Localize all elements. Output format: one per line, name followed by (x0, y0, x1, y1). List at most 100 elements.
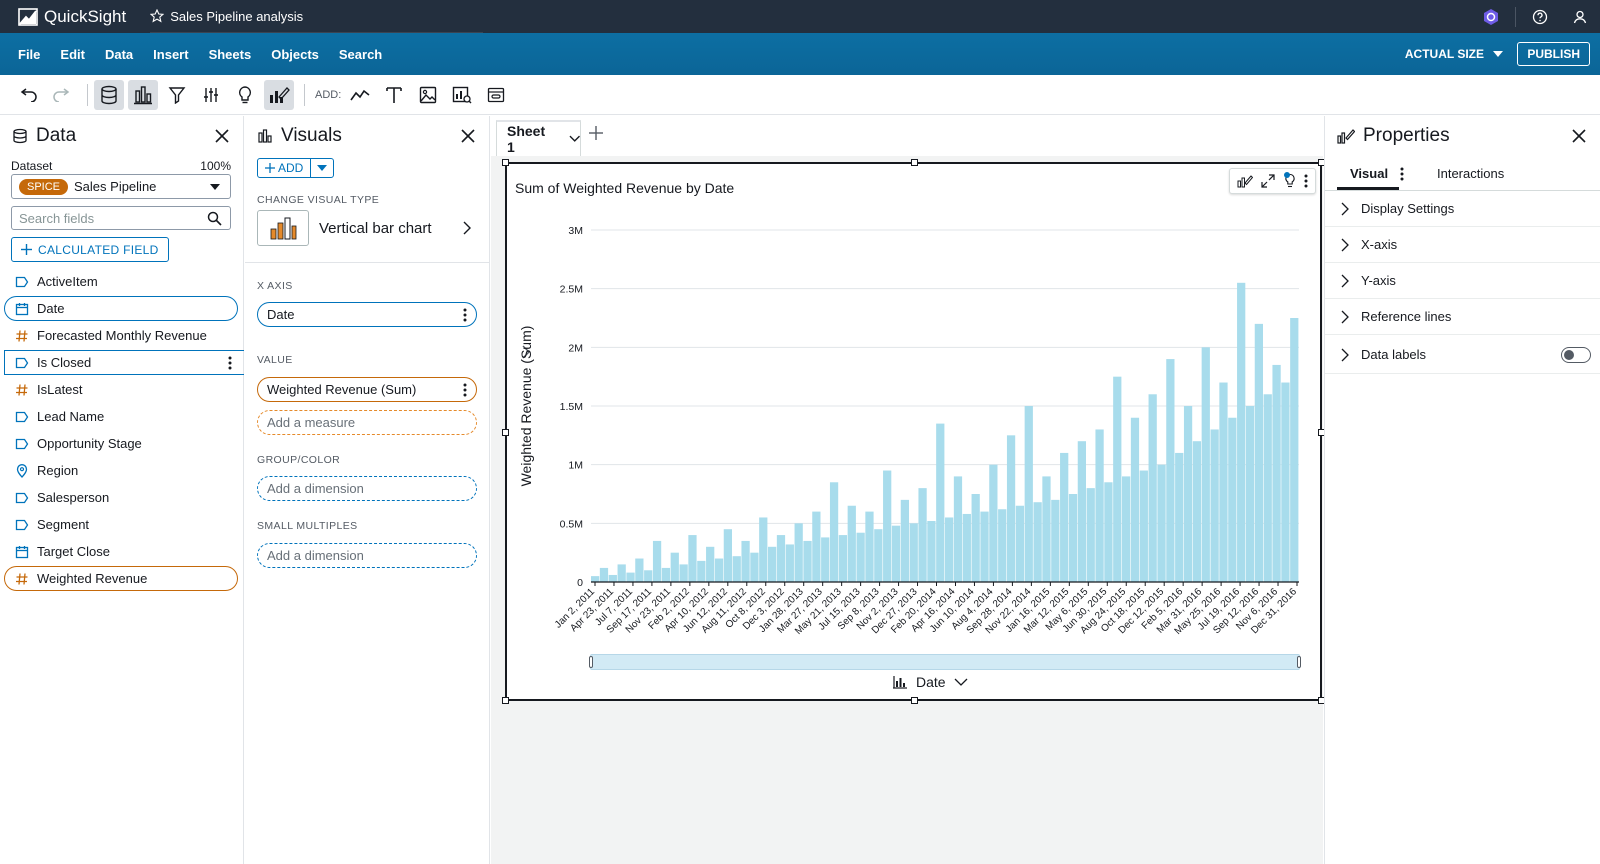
menu-edit[interactable]: Edit (60, 46, 85, 62)
calculated-field-button[interactable]: CALCULATED FIELD (11, 237, 169, 262)
x-axis-field-dropdown[interactable]: Date (892, 674, 968, 690)
resize-handle[interactable] (502, 697, 509, 704)
format-visual-button[interactable] (264, 79, 294, 110)
add-visual-button[interactable] (345, 80, 375, 110)
analysis-title[interactable]: Sales Pipeline analysis (150, 0, 484, 33)
visuals-pane-button[interactable] (128, 79, 158, 110)
bar (891, 525, 901, 582)
filter-button[interactable] (162, 80, 192, 110)
group-color-well[interactable]: Add a dimension (257, 476, 477, 501)
image-icon (420, 86, 437, 103)
q-assistant-icon[interactable] (1471, 0, 1511, 33)
field-islatest[interactable]: IsLatest (4, 377, 238, 402)
section-y-axis[interactable]: Y-axis (1325, 263, 1600, 299)
data-pane-button[interactable] (94, 79, 124, 110)
add-sheet-button[interactable] (589, 126, 603, 140)
actual-size-dropdown[interactable]: ACTUAL SIZE (1405, 33, 1504, 75)
field-forecasted-monthly-revenue[interactable]: Forecasted Monthly Revenue (4, 323, 238, 348)
dataset-select[interactable]: SPICE Sales Pipeline (11, 174, 231, 199)
field-weighted-revenue[interactable]: Weighted Revenue (4, 566, 238, 591)
add-visual-split-button[interactable]: ADD (257, 158, 335, 178)
resize-handle[interactable] (502, 159, 509, 166)
visual-title[interactable]: Sum of Weighted Revenue by Date (515, 180, 735, 196)
change-visual-type[interactable]: Vertical bar chart (257, 210, 477, 246)
quicksight-logo[interactable]: QuickSight (0, 7, 126, 27)
field-date[interactable]: Date (4, 296, 238, 321)
field-segment[interactable]: Segment (4, 512, 238, 537)
user-icon[interactable] (1560, 0, 1600, 33)
menu-data[interactable]: Data (104, 46, 134, 62)
star-icon[interactable] (150, 9, 165, 23)
tab-sheet-1[interactable]: Sheet 1 (496, 120, 581, 156)
value-well[interactable]: Weighted Revenue (Sum) (257, 377, 477, 402)
add-visual-button[interactable]: ADD (258, 159, 312, 177)
insights-button[interactable] (230, 80, 260, 110)
add-measure-well[interactable]: Add a measure (257, 410, 477, 435)
close-icon[interactable] (459, 127, 477, 145)
scrollbar-handle-left[interactable] (589, 656, 593, 668)
publish-button[interactable]: PUBLISH (1517, 42, 1590, 66)
more-options-icon[interactable] (228, 356, 232, 370)
section-data-labels[interactable]: Data labels (1325, 336, 1600, 374)
section-reference-lines[interactable]: Reference lines (1325, 299, 1600, 335)
small-multiples-well[interactable]: Add a dimension (257, 543, 477, 568)
menu-file[interactable]: File (18, 46, 41, 62)
resize-handle[interactable] (502, 429, 509, 436)
properties-panel-header: Properties (1325, 116, 1600, 156)
chevron-right-icon[interactable] (521, 344, 531, 360)
dimension-icon (15, 357, 29, 368)
field-activeitem[interactable]: ActiveItem (4, 269, 238, 294)
data-zoom-scrollbar[interactable] (589, 654, 1301, 670)
tab-visual[interactable]: Visual (1350, 166, 1389, 181)
parameters-button[interactable] (196, 80, 226, 110)
more-options-icon[interactable] (1304, 174, 1308, 188)
format-visual-icon[interactable] (1237, 174, 1254, 188)
help-icon[interactable] (1520, 0, 1560, 33)
change-visual-type-label: CHANGE VISUAL TYPE (257, 194, 380, 206)
menu-search[interactable]: Search (338, 46, 383, 62)
scrollbar-handle-right[interactable] (1297, 656, 1301, 668)
add-image-button[interactable] (413, 80, 443, 110)
add-text-button[interactable] (379, 80, 409, 110)
close-icon[interactable] (213, 127, 231, 145)
resize-handle[interactable] (911, 159, 918, 166)
more-options-icon[interactable] (463, 308, 467, 322)
chevron-down-icon[interactable] (569, 135, 580, 143)
visual-type-label: Vertical bar chart (319, 219, 432, 237)
section-x-axis[interactable]: X-axis (1325, 227, 1600, 263)
field-is-closed[interactable]: Is Closed (4, 350, 244, 375)
add-insight-button[interactable] (447, 80, 477, 110)
field-target-close[interactable]: Target Close (4, 539, 238, 564)
section-display-settings[interactable]: Display Settings (1325, 191, 1600, 227)
field-lead-name[interactable]: Lead Name (4, 404, 238, 429)
bar (723, 529, 732, 582)
x-axis-well[interactable]: Date (257, 302, 477, 327)
add-embed-button[interactable] (481, 80, 511, 110)
field-opportunity-stage[interactable]: Opportunity Stage (4, 431, 238, 456)
tab-interactions[interactable]: Interactions (1437, 166, 1505, 181)
menu-insert[interactable]: Insert (153, 46, 189, 62)
bar (1006, 435, 1016, 582)
undo-button[interactable] (13, 80, 43, 110)
bar (617, 564, 626, 582)
search-fields-input[interactable]: Search fields (11, 206, 231, 230)
resize-handle[interactable] (911, 697, 918, 704)
close-icon[interactable] (1570, 127, 1588, 145)
redo-button[interactable] (47, 80, 77, 110)
bar (732, 556, 741, 582)
field-salesperson[interactable]: Salesperson (4, 485, 238, 510)
menu-objects[interactable]: Objects (271, 46, 319, 62)
field-region[interactable]: Region (4, 458, 238, 483)
add-visual-dropdown[interactable] (311, 159, 333, 177)
visual-card[interactable]: Sum of Weighted Revenue by Date 0 0.5M 1M 1… (502, 159, 1325, 704)
sheet-tab-bar: Sheet 1 (491, 116, 1323, 156)
bar (909, 523, 918, 582)
more-options-icon[interactable] (463, 383, 467, 397)
dimension-icon (15, 519, 29, 530)
bar (750, 552, 759, 582)
value-field: Weighted Revenue (Sum) (267, 382, 417, 397)
expand-icon[interactable] (1261, 174, 1275, 188)
data-labels-toggle[interactable] (1561, 347, 1591, 363)
more-options-icon[interactable] (1400, 167, 1404, 181)
menu-sheets[interactable]: Sheets (208, 46, 252, 62)
